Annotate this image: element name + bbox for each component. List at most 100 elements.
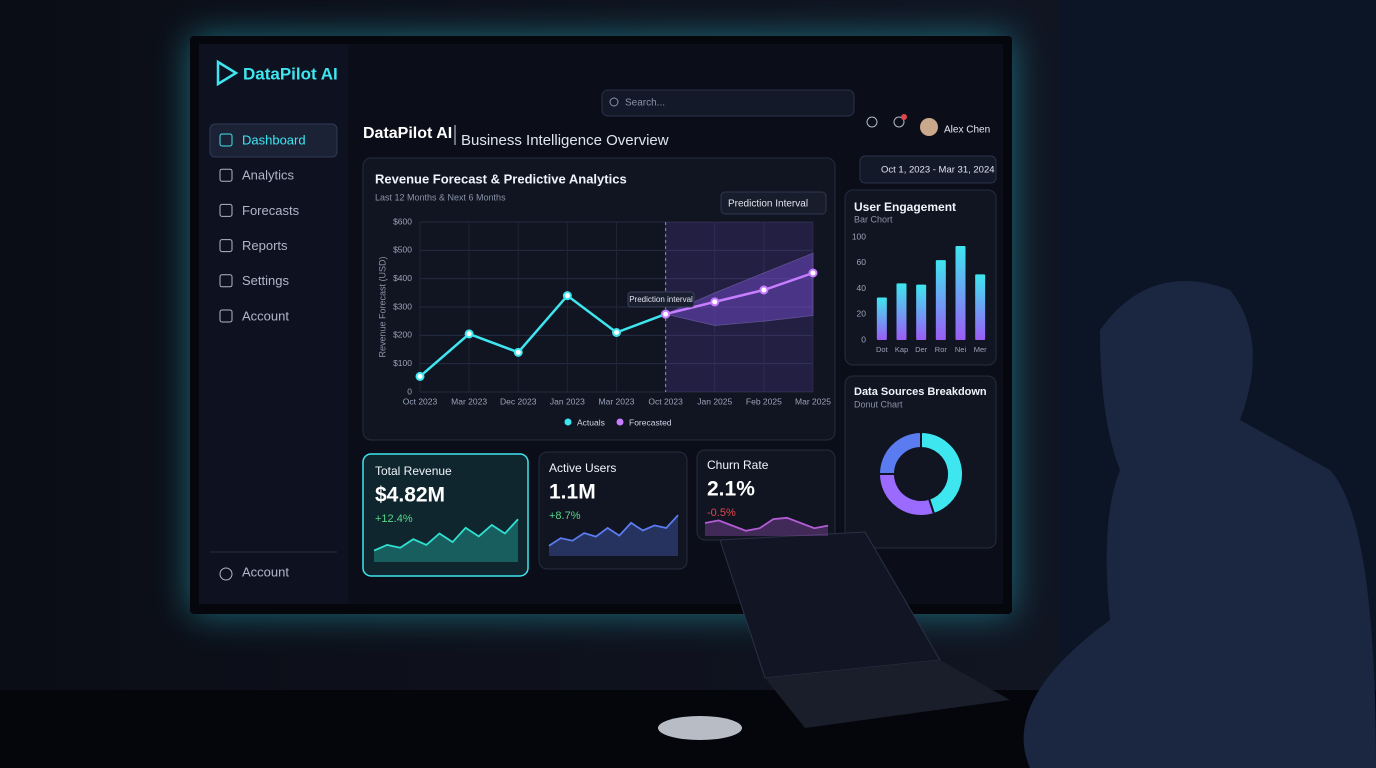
kpi-label: Churn Rate [707,458,769,472]
chart-subtitle: Last 12 Months & Next 6 Months [375,192,506,202]
data-point [612,328,621,337]
sparkline [373,518,519,552]
person [1023,281,1376,768]
nav-icon [219,309,233,323]
nav-item[interactable]: Analytics [242,168,295,183]
y-tick-label: $500 [393,245,412,255]
search-placeholder: Search... [625,98,665,109]
bar [876,297,887,340]
x-tick-label: Nei [955,345,967,354]
nav-icon [219,239,233,253]
y-tick-label: $100 [393,358,412,368]
avatar[interactable] [920,118,938,136]
donut-segment [877,430,922,475]
bell-icon[interactable] [866,116,878,128]
kpi-value: 1.1M [549,481,596,504]
x-tick-label: Mar 2025 [795,396,831,406]
chart-subtitle: Bar Chort [854,214,893,224]
mouse [658,716,742,740]
y-tick-label: 40 [857,283,867,293]
nav-item[interactable]: Account [242,564,289,579]
nav-icon [219,274,233,288]
laptop-base [765,660,1010,728]
y-tick-label: 60 [857,257,867,267]
kpi-change: +12.4% [375,513,413,525]
series-line [419,293,667,378]
forecast-panel [362,157,836,441]
x-tick-label: Ror [935,345,948,354]
data-point [661,309,671,319]
bar [935,260,946,340]
sparkline-area [374,519,518,562]
date-picker[interactable] [859,155,997,184]
sources-panel [844,375,997,549]
y-tick-label: $200 [393,330,412,340]
nav-active[interactable] [209,123,338,158]
x-tick-label: Mar 2023 [451,396,487,406]
y-axis-label: Revenue Forecast (USD) [377,256,387,357]
notification-icon[interactable] [893,116,905,128]
y-tick-label: $600 [393,216,412,226]
page-title: DataPilot AI [363,125,452,142]
nav-item[interactable]: Dashboard [242,132,306,147]
sparkline [704,516,829,532]
bar [955,246,966,340]
data-point [710,297,720,307]
x-tick-label: Oct 2023 [403,396,438,406]
brand-logo [216,59,239,87]
x-tick-label: Jan 2023 [550,396,585,406]
brand: DataPilot AI [243,64,338,83]
kpi-value: 2.1% [707,478,755,501]
user-name[interactable]: Alex Chen [944,125,990,136]
data-point [808,268,818,278]
data-point [759,285,769,295]
y-tick-label: 100 [852,231,866,241]
chart-title: User Engagement [854,200,956,214]
series-line [665,271,814,316]
y-tick-label: $300 [393,301,412,311]
nav-item[interactable]: Forecasts [242,203,300,218]
chart-title: Data Sources Breakdown [854,386,987,398]
chart-title: Revenue Forecast & Predictive Analytics [375,171,627,186]
dropdown[interactable] [720,191,827,215]
date-range[interactable]: Oct 1, 2023 - Mar 31, 2024 [881,165,995,176]
search-icon [609,97,619,107]
y-tick-label: 0 [407,386,412,396]
kpi-label: Total Revenue [375,464,452,478]
y-tick-label: $400 [393,273,412,283]
data-point [513,347,523,357]
annotation-box [627,291,695,308]
nav-item[interactable]: Reports [242,238,288,253]
x-tick-label: Feb 2025 [746,396,782,406]
nav-icon [219,203,233,217]
legend-swatch [616,418,624,426]
x-tick-label: Dec 2023 [500,396,537,406]
sparkline-area [549,515,678,556]
page-subtitle: Business Intelligence Overview [461,132,669,149]
search-box[interactable] [601,89,855,117]
x-tick-label: Der [915,345,928,354]
kpi-label: Active Users [549,461,616,475]
nav-item[interactable]: Account [242,308,289,323]
y-tick-label: 0 [861,334,866,344]
nav-item[interactable]: Settings [242,273,289,288]
x-tick-label: Kap [895,345,908,354]
prediction-band [664,252,814,326]
nav-icon [219,133,233,147]
bar [975,274,986,340]
kpi-value: $4.82M [375,484,445,507]
data-point [464,329,474,339]
legend-swatch [564,418,572,426]
x-tick-label: Oct 2023 [648,396,683,406]
x-tick-label: Mar 2023 [599,396,635,406]
kpi-card[interactable] [538,451,688,570]
notification-badge [901,114,907,120]
x-tick-label: Mer [974,345,987,354]
dropdown-label[interactable]: Prediction Interval [728,199,808,210]
kpi-change: +8.7% [549,510,581,522]
annotation: Prediction interval [629,295,693,304]
data-point [415,371,425,381]
sparkline [548,514,679,547]
bar [896,283,907,340]
